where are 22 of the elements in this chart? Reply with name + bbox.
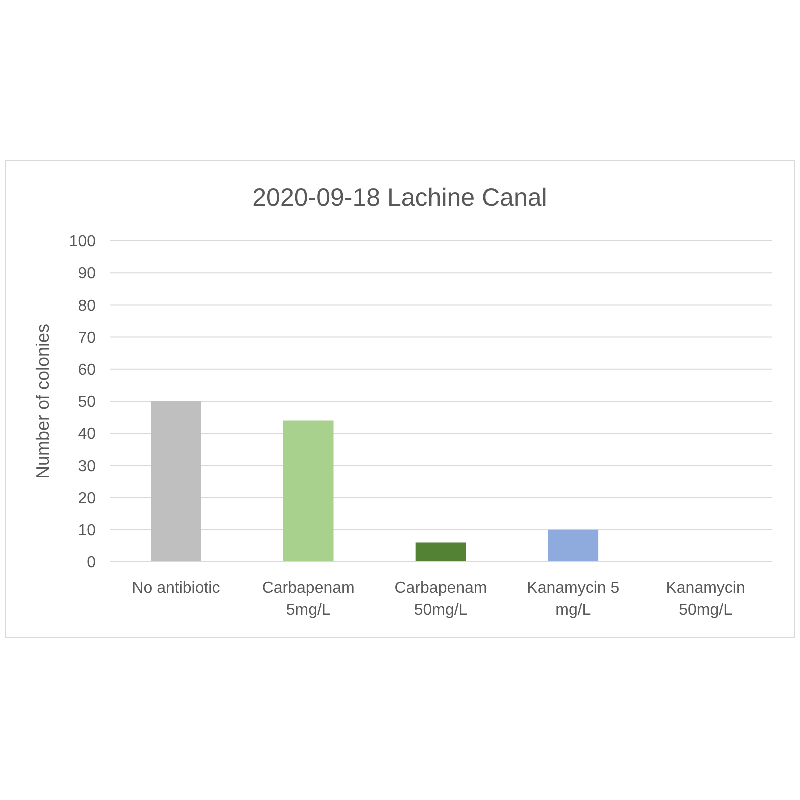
y-tick-label: 60 — [78, 362, 96, 379]
y-tick-label: 90 — [78, 266, 96, 283]
bar — [151, 402, 202, 562]
y-tick-label: 40 — [78, 426, 96, 444]
y-tick-label: 0 — [87, 554, 96, 572]
chart-title: 2020-09-18 Lachine Canal — [252, 184, 548, 212]
x-tick-label: Carbapenam 5mg/L — [262, 580, 355, 619]
y-tick-label: 30 — [78, 458, 96, 476]
y-tick-label: 80 — [78, 298, 96, 315]
bar — [548, 530, 599, 562]
bar — [283, 420, 334, 562]
y-axis-title: Number of colonies — [33, 324, 53, 480]
x-tick-label: Kanamycin 5 mg/L — [527, 580, 620, 619]
y-tick-label: 20 — [78, 490, 96, 508]
x-tick-label: Kanamycin 50mg/L — [666, 580, 746, 619]
y-tick-label: 100 — [69, 234, 96, 251]
x-tick-label: Carbapenam 50mg/L — [394, 580, 488, 619]
y-tick-label: 50 — [78, 394, 96, 412]
x-tick-label: No antibiotic — [132, 580, 220, 597]
y-tick-label: 10 — [78, 522, 96, 540]
bar — [416, 542, 466, 562]
y-tick-label: 70 — [78, 330, 96, 347]
